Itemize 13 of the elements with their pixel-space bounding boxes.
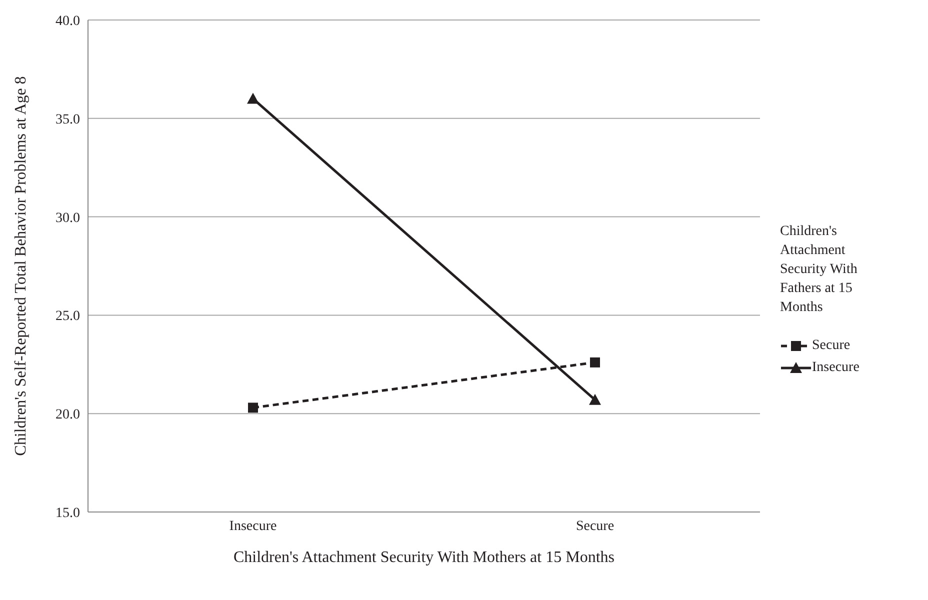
y-axis-title: Children's Self-Reported Total Behavior Problems at Age 8 bbox=[12, 76, 30, 456]
y-tick-label: 25.0 bbox=[56, 309, 80, 324]
point bbox=[248, 402, 258, 413]
legend-title: Children's Attachment Security With Fathers at 15 Months bbox=[780, 222, 858, 316]
point bbox=[590, 357, 600, 368]
legend-label: Insecure bbox=[812, 360, 860, 376]
x-axis-title: Children's Attachment Security With Mothers at 15 Months bbox=[233, 549, 615, 566]
y-tick-label: 40.0 bbox=[56, 14, 80, 29]
y-tick-label: 35.0 bbox=[56, 112, 80, 128]
y-tick-label: 15.0 bbox=[56, 506, 80, 521]
y-tick-label: 30.0 bbox=[56, 210, 80, 226]
legend-label: Secure bbox=[812, 338, 850, 354]
y-tick-label: 20.0 bbox=[56, 408, 80, 423]
